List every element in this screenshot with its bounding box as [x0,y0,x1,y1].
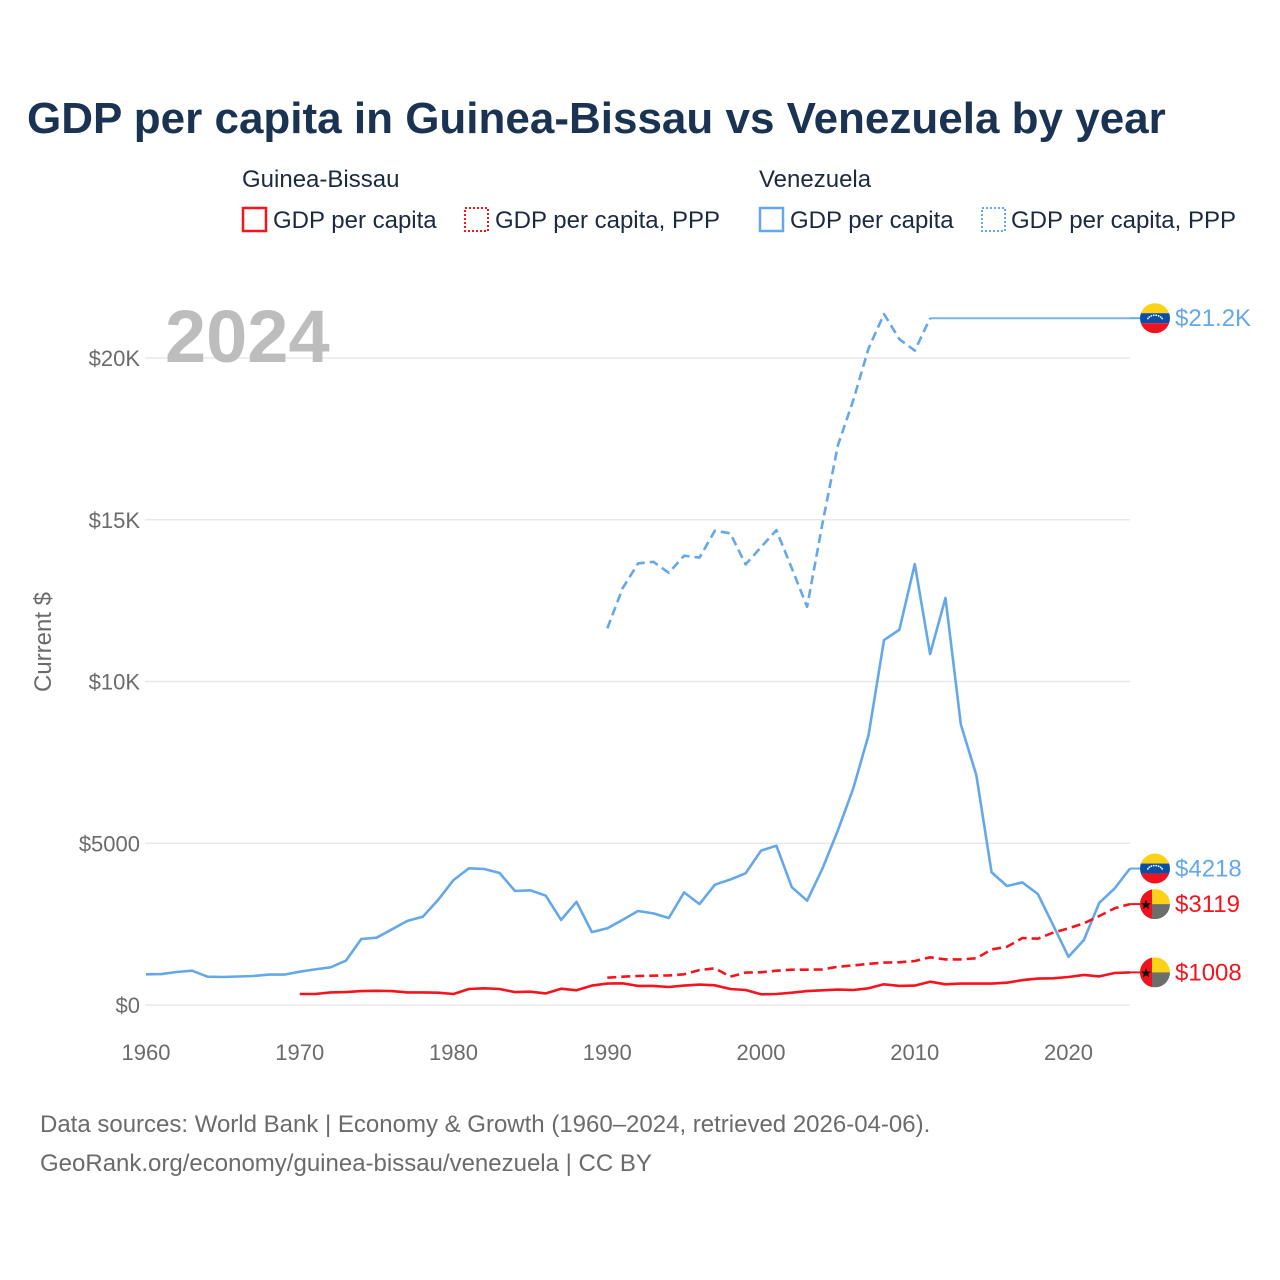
y-tick-label: $0 [116,993,140,1018]
y-axis-label: Current $ [30,592,57,692]
x-tick-label: 2010 [890,1040,939,1065]
x-tick-label: 1960 [122,1040,171,1065]
legend: Guinea-Bissau GDP per capita GDP per cap… [241,166,1236,234]
legend-item-gb-gdp[interactable]: GDP per capita [273,207,437,234]
footer-link[interactable]: GeoRank.org/economy/guinea-bissau/venezu… [40,1150,652,1177]
x-axis: 1960 1970 1980 1990 2000 2010 2020 [122,1040,1093,1065]
legend-item-gb-ppp[interactable]: GDP per capita, PPP [495,207,720,234]
end-value-label-guinea-bissau-gdp-per-capita-ppp: $3119 [1175,891,1240,918]
y-tick-label: $15K [89,508,141,533]
y-tick-label: $5000 [79,831,140,856]
x-tick-label: 2020 [1044,1040,1093,1065]
legend-group-title-guinea-bissau: Guinea-Bissau [242,166,399,193]
end-value-label-guinea-bissau-gdp-per-capita: $1008 [1175,959,1242,986]
venezuela-flag-icon [1140,853,1170,884]
venezuela-flag-icon [1140,303,1170,334]
legend-swatch-ve-gdp[interactable] [758,206,785,233]
y-tick-label: $20K [89,346,141,371]
grid [145,357,1130,1006]
legend-swatch-ve-ppp[interactable] [981,207,1006,232]
x-tick-label: 1980 [429,1040,478,1065]
legend-item-ve-ppp[interactable]: GDP per capita, PPP [1011,207,1236,234]
end-value-label-venezuela-gdp-per-capita-ppp: $21.2K [1175,305,1251,332]
series-line-guinea-bissau-gdp-per-capita-ppp[interactable] [607,902,1131,979]
series-line-venezuela-gdp-per-capita-ppp[interactable] [606,312,932,629]
end-value-label-venezuela-gdp-per-capita: $4218 [1175,856,1242,883]
legend-item-ve-gdp[interactable]: GDP per capita [790,207,954,234]
legend-swatch-gb-ppp[interactable] [464,207,489,232]
x-tick-label: 2000 [737,1040,786,1065]
legend-group-title-venezuela: Venezuela [759,166,872,193]
legend-swatch-gb-gdp[interactable] [241,206,268,233]
guinea-bissau-flag-icon [1140,889,1170,920]
series-lines [145,312,1132,996]
footer-sources: Data sources: World Bank | Economy & Gro… [40,1111,930,1138]
x-tick-label: 1970 [275,1040,324,1065]
guinea-bissau-flag-icon [1140,957,1170,988]
y-axis: $0 $5000 $10K $15K $20K [79,346,141,1018]
series-line-venezuela-gdp-per-capita[interactable] [145,562,1132,979]
current-year-label: 2024 [165,295,330,378]
y-tick-label: $10K [89,670,141,695]
end-labels: $21.2K $4218 $3119 $1008 [1130,303,1251,988]
x-tick-label: 1990 [583,1040,632,1065]
series-line-guinea-bissau-gdp-per-capita[interactable] [299,971,1131,996]
chart-title: GDP per capita in Guinea-Bissau vs Venez… [27,94,1166,143]
